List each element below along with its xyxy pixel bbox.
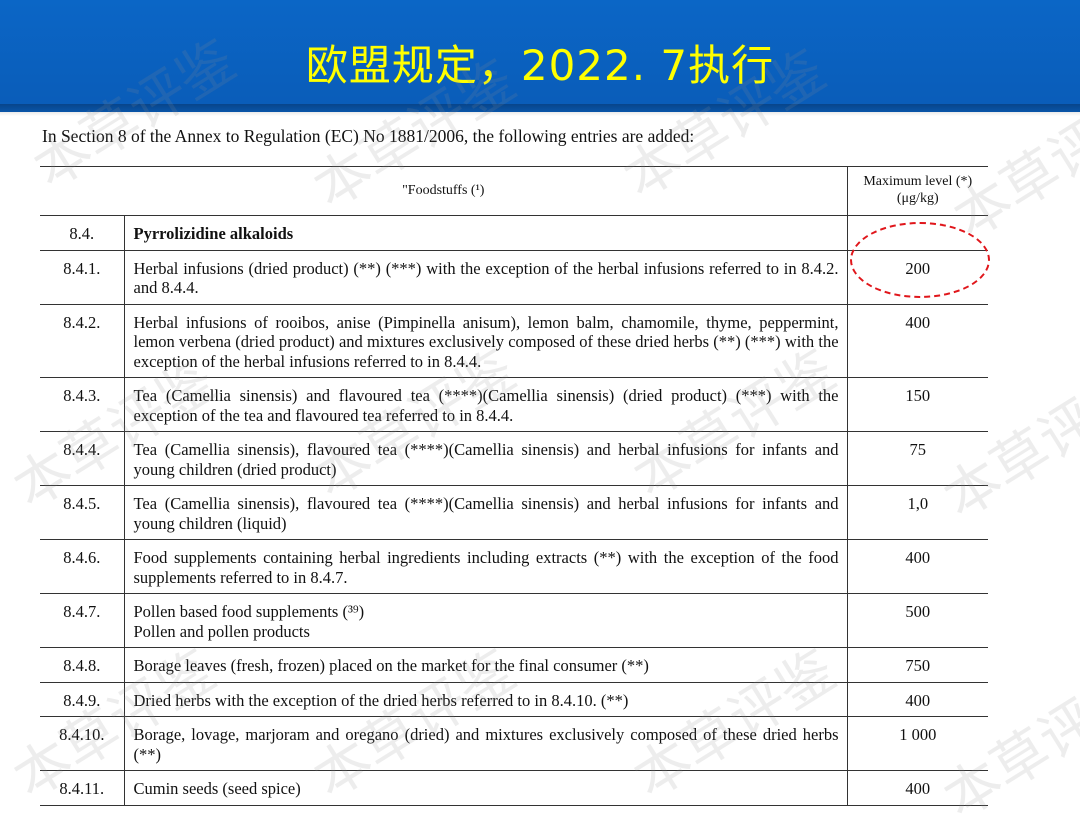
row-max-level: 400 <box>846 539 989 594</box>
row-code: 8.4.10. <box>40 716 124 771</box>
table-row: 8.4.9. Dried herbs with the exception of … <box>40 681 989 717</box>
row-max-level: 400 <box>846 770 989 806</box>
table-row: 8.4.4. Tea (Camellia sinensis), flavoured… <box>40 431 989 486</box>
row-description: Dried herbs with the exception of the dr… <box>123 681 848 717</box>
row-code: 8.4.9. <box>40 681 124 717</box>
row-max-level: 750 <box>846 647 989 683</box>
row-code: 8.4.4. <box>40 431 124 486</box>
row-code: 8.4.8. <box>40 647 124 683</box>
foodstuffs-header: "Foodstuffs (¹) <box>40 166 848 216</box>
highlight-circle <box>850 222 990 298</box>
table-row: 8.4.6. Food supplements containing herbal… <box>40 539 989 594</box>
row-description: Pollen based food supplements (³⁹) Polle… <box>123 593 848 648</box>
intro-text: In Section 8 of the Annex to Regulation … <box>42 126 695 146</box>
row-description: Tea (Camellia sinensis) and flavoured te… <box>123 377 848 432</box>
row-max-level: 400 <box>846 303 989 378</box>
row-code: 8.4. <box>40 215 124 251</box>
row-max-level: 1,0 <box>846 485 989 540</box>
row-description: Tea (Camellia sinensis), flavoured tea (… <box>123 431 848 486</box>
row-code: 8.4.5. <box>40 485 124 540</box>
row-max-level: 500 <box>846 593 989 648</box>
table-row: 8.4.5. Tea (Camellia sinensis), flavoured… <box>40 485 989 540</box>
row-code: 8.4.7. <box>40 593 124 648</box>
row-max-level: 1 000 <box>846 716 989 771</box>
row-description: Pyrrolizidine alkaloids <box>123 215 848 251</box>
row-description: Herbal infusions (dried product) (**) (*… <box>123 249 848 305</box>
table-row: 8.4.3. Tea (Camellia sinensis) and flavou… <box>40 377 989 432</box>
table-row: 8.4.2. Herbal infusions of rooibos, anise… <box>40 303 989 378</box>
table-row: 8.4.10. Borage, lovage, marjoram and oreg… <box>40 716 989 771</box>
row-description: Herbal infusions of rooibos, anise (Pimp… <box>123 303 848 378</box>
row-description: Food supplements containing herbal ingre… <box>123 539 848 594</box>
slide-title: 欧盟规定，2022. 7执行 <box>305 41 775 90</box>
row-code: 8.4.2. <box>40 303 124 378</box>
row-description: Borage, lovage, marjoram and oregano (dr… <box>123 716 848 771</box>
row-description: Tea (Camellia sinensis), flavoured tea (… <box>123 485 848 540</box>
slide-header <box>0 0 1080 112</box>
row-max-level: 150 <box>846 377 989 432</box>
table-header-row: "Foodstuffs (¹) Maximum level (*) (μg/kg… <box>40 166 989 216</box>
table-row: 8.4.11. Cumin seeds (seed spice) 400 <box>40 770 989 806</box>
table-row: 8.4.8. Borage leaves (fresh, frozen) plac… <box>40 647 989 683</box>
max-level-header: Maximum level (*) (μg/kg) <box>846 166 989 216</box>
row-max-level: 400 <box>846 681 989 717</box>
row-max-level: 75 <box>846 431 989 486</box>
row-code: 8.4.1. <box>40 249 124 305</box>
max-level-unit: (μg/kg) <box>896 191 939 206</box>
table-row: 8.4. Pyrrolizidine alkaloids <box>40 215 989 251</box>
table-row: 8.4.1. Herbal infusions (dried product) (… <box>40 249 989 305</box>
row-code: 8.4.6. <box>40 539 124 594</box>
max-level-label: Maximum level (*) <box>863 174 973 189</box>
row-description: Borage leaves (fresh, frozen) placed on … <box>123 647 848 683</box>
regulation-table: "Foodstuffs (¹) Maximum level (*) (μg/kg… <box>40 166 989 806</box>
table-body: 8.4. Pyrrolizidine alkaloids 8.4.1. Herbal … <box>40 215 989 806</box>
row-code: 8.4.3. <box>40 377 124 432</box>
row-code: 8.4.11. <box>40 770 124 806</box>
row-description: Cumin seeds (seed spice) <box>123 770 848 806</box>
header-shadow <box>0 104 1080 116</box>
table-row: 8.4.7. Pollen based food supplements (³⁹)… <box>40 593 989 648</box>
